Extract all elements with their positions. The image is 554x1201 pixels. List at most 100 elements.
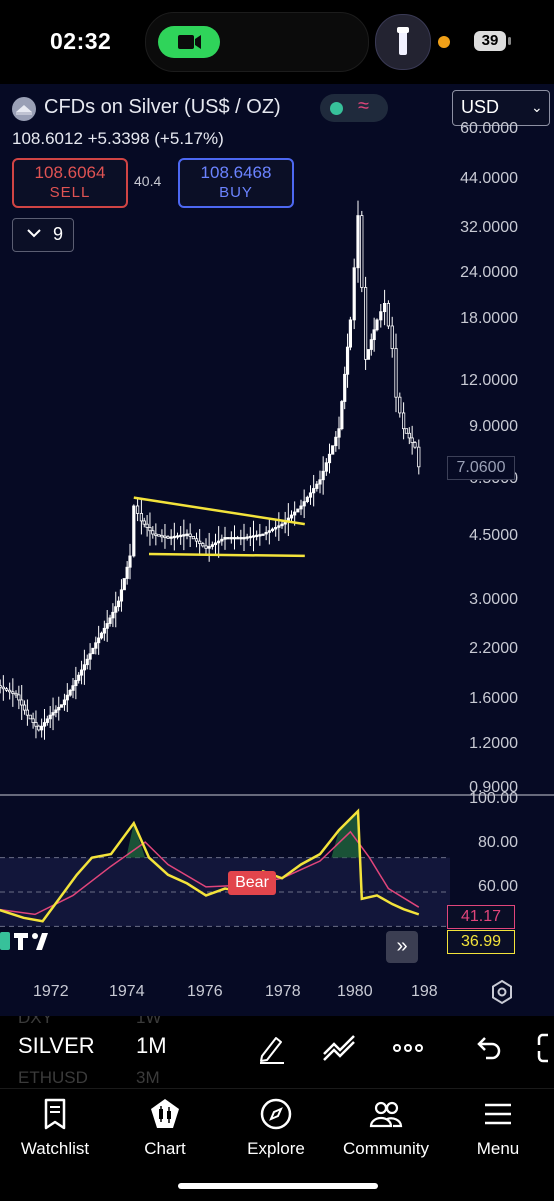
interval-picker[interactable]: 1M (136, 1033, 167, 1058)
indicators-toggle-button[interactable]: 9 (12, 218, 74, 252)
price-axis-label: 2.2000 (469, 640, 518, 657)
candle (42, 722, 47, 727)
price-axis-label: 4.5000 (469, 527, 518, 544)
indicators-chart-icon[interactable] (322, 1032, 355, 1064)
fullscreen-icon[interactable] (536, 1032, 554, 1064)
market-status-pill[interactable]: ≈ (320, 94, 388, 122)
ghost-interval-above[interactable]: 1W (136, 1016, 162, 1027)
candle (270, 528, 275, 532)
candle (77, 674, 81, 681)
scroll-to-latest-icon[interactable]: » (386, 931, 418, 963)
price-axis-label: 0.9000 (469, 779, 518, 796)
battery-icon: 39 (474, 31, 506, 51)
candle (343, 373, 347, 402)
candle (114, 606, 118, 613)
candle (277, 525, 281, 528)
candle (386, 302, 391, 327)
candle (390, 325, 394, 349)
community-icon (369, 1101, 403, 1128)
home-indicator[interactable] (178, 1183, 378, 1189)
chart-area[interactable] (0, 84, 554, 1016)
time-axis-label: 1980 (337, 983, 373, 1000)
nav-menu[interactable]: Menu (448, 1097, 548, 1159)
candle (204, 545, 208, 549)
candle (139, 513, 143, 522)
candle (267, 530, 271, 533)
triangle-upper-line (133, 496, 305, 526)
current-price-tag: 7.0600 (447, 456, 515, 480)
candle (217, 540, 221, 544)
candle (305, 496, 309, 502)
nav-community[interactable]: Community (336, 1097, 436, 1159)
ghost-interval-below[interactable]: 3M (136, 1068, 160, 1087)
candle (57, 706, 61, 711)
candle (102, 627, 106, 634)
candle (340, 401, 344, 430)
candle (226, 537, 230, 540)
chart-settings-icon[interactable] (488, 978, 516, 1006)
candle (223, 537, 227, 540)
status-bar: 02:32 39 (0, 0, 554, 84)
flashlight-icon[interactable] (375, 14, 431, 70)
candle (213, 542, 218, 546)
candle (352, 267, 356, 321)
candle (375, 319, 379, 331)
candle (321, 470, 325, 481)
candle (160, 534, 164, 538)
dynamic-island[interactable] (145, 12, 369, 72)
candle (45, 718, 49, 723)
video-camera-icon (158, 26, 220, 58)
undo-icon[interactable] (472, 1032, 504, 1064)
symbol-title[interactable]: CFDs on Silver (US$ / OZ) (44, 96, 281, 118)
pencil-drawing-icon[interactable] (256, 1032, 288, 1064)
candle (242, 537, 246, 540)
more-options-icon[interactable] (392, 1032, 424, 1064)
candle (14, 692, 18, 696)
buy-button[interactable]: 108.6468 BUY (178, 158, 294, 208)
candle (324, 462, 328, 472)
currency-value: USD (461, 97, 500, 117)
tradingview-logo-icon (0, 929, 60, 959)
candle (302, 501, 306, 507)
currency-select[interactable]: USD ⌄ (452, 90, 550, 126)
chart-canvas[interactable] (0, 84, 554, 1016)
candle (169, 536, 173, 539)
bear-divergence-badge[interactable]: Bear (228, 871, 276, 895)
nav-explore[interactable]: Explore (226, 1097, 326, 1159)
nav-chart[interactable]: Chart (115, 1097, 215, 1159)
ghost-symbol-below[interactable]: ETHUSD (18, 1068, 88, 1087)
candle (404, 428, 409, 434)
last-price-line: 108.6012 +5.3398 (+5.17%) (12, 129, 224, 148)
candle (179, 534, 183, 538)
hamburger-menu-icon (485, 1103, 511, 1125)
compass-icon (260, 1098, 292, 1130)
nav-watchlist[interactable]: Watchlist (5, 1097, 105, 1159)
candle (348, 319, 353, 348)
candle (379, 311, 383, 321)
candle (111, 611, 115, 619)
price-axis-label: 32.0000 (460, 219, 518, 236)
ghost-symbol-above[interactable]: DXY (18, 1016, 53, 1027)
candle (163, 535, 167, 538)
nav-label-community: Community (343, 1139, 429, 1158)
candle (185, 533, 189, 536)
sell-button[interactable]: 108.6064 SELL (12, 158, 128, 208)
rsi-overbought-fill (331, 811, 360, 858)
time-axis-label: 1976 (187, 983, 223, 1000)
rsi-ma-tag: 41.17 (447, 905, 515, 929)
candle (366, 349, 371, 360)
candle (251, 535, 256, 538)
price-axis-label: 1.6000 (469, 690, 518, 707)
nav-label-explore: Explore (247, 1139, 305, 1158)
symbol-picker[interactable]: SILVER (18, 1033, 95, 1058)
candle (128, 555, 132, 568)
price-axis-label: 24.0000 (460, 264, 518, 281)
candle (331, 445, 335, 455)
candle (60, 704, 64, 708)
candle (11, 691, 15, 694)
candle (132, 505, 136, 557)
nav-label-chart: Chart (144, 1139, 186, 1158)
candle (34, 722, 38, 727)
candle (119, 589, 124, 602)
battery-tip (508, 37, 511, 45)
